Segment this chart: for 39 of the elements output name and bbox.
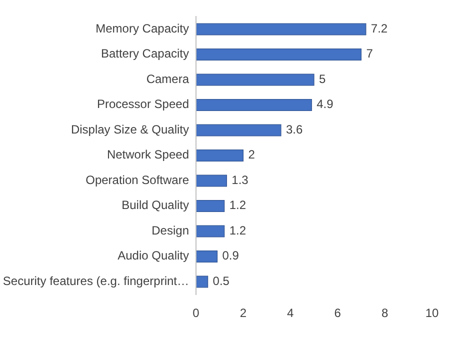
bar — [196, 276, 208, 288]
y-tick-label: Operation Software — [86, 172, 190, 187]
y-tick-label: Display Size & Quality — [70, 122, 189, 136]
x-tick-label: 6 — [334, 306, 342, 320]
data-label: 0.5 — [212, 274, 230, 288]
bar — [196, 48, 362, 60]
data-label: 5 — [319, 72, 326, 86]
y-tick-label: Memory Capacity — [96, 21, 189, 36]
y-tick-label: Network Speed — [106, 148, 189, 162]
y-tick-label: Audio Quality — [118, 248, 189, 263]
data-label: 7.2 — [370, 21, 388, 36]
y-tick-label: Security features (e.g. fingerprint… — [2, 274, 189, 288]
bar — [196, 200, 225, 212]
bar — [196, 250, 218, 262]
x-tick-label: 2 — [240, 306, 247, 320]
bar — [196, 124, 282, 136]
bar — [196, 74, 314, 86]
data-label: 7 — [366, 46, 374, 61]
bar — [196, 225, 225, 238]
data-label: 1.3 — [232, 172, 249, 187]
data-label: 1.2 — [229, 223, 246, 238]
x-tick-label: 4 — [287, 306, 294, 320]
data-label: 4.9 — [316, 97, 334, 112]
data-label: 0.9 — [222, 248, 240, 263]
y-tick-label: Design — [152, 223, 189, 238]
y-tick-label: Camera — [146, 72, 190, 86]
y-tick-label: Battery Capacity — [100, 46, 189, 61]
data-label: 3.6 — [286, 122, 303, 136]
x-tick-label: 8 — [381, 306, 388, 320]
bar — [196, 150, 244, 162]
y-tick-label: Build Quality — [122, 198, 189, 212]
data-label: 1.2 — [229, 198, 246, 212]
bar — [196, 99, 312, 111]
x-tick-label: 10 — [425, 306, 439, 320]
bar — [196, 174, 227, 187]
bar — [196, 23, 366, 36]
x-tick-label: 0 — [192, 306, 200, 320]
data-label: 2 — [248, 148, 256, 162]
y-tick-label: Processor Speed — [96, 97, 189, 112]
